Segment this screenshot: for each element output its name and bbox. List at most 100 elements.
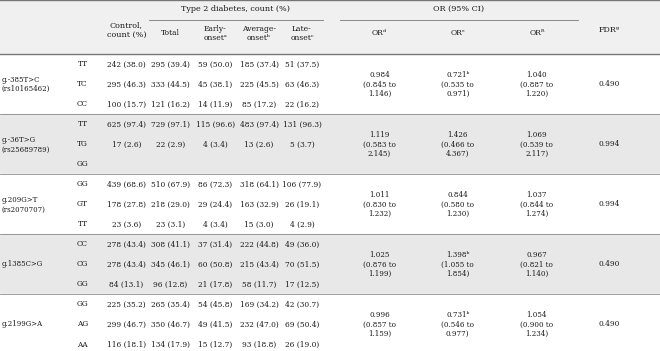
Text: 15 (12.7): 15 (12.7) bbox=[198, 340, 232, 349]
Text: CG: CG bbox=[77, 260, 88, 269]
Text: 318 (64.1): 318 (64.1) bbox=[240, 180, 279, 188]
Text: 1.025
(0.876 to
1.199): 1.025 (0.876 to 1.199) bbox=[363, 251, 396, 278]
Text: 22 (2.9): 22 (2.9) bbox=[156, 140, 185, 148]
Text: 42 (30.7): 42 (30.7) bbox=[285, 300, 319, 309]
Text: 121 (16.2): 121 (16.2) bbox=[151, 100, 190, 108]
Text: g.2199G>A: g.2199G>A bbox=[2, 320, 43, 329]
Text: 0.490: 0.490 bbox=[598, 320, 620, 329]
Text: 17 (2.6): 17 (2.6) bbox=[112, 140, 141, 148]
Text: ORᵈ: ORᵈ bbox=[372, 29, 387, 37]
Text: 295 (39.4): 295 (39.4) bbox=[151, 60, 190, 68]
Text: 1.011
(0.830 to
1.232): 1.011 (0.830 to 1.232) bbox=[363, 191, 396, 218]
Text: 185 (37.4): 185 (37.4) bbox=[240, 60, 279, 68]
Text: 0.996
(0.857 to
1.159): 0.996 (0.857 to 1.159) bbox=[363, 311, 396, 338]
Text: 1.054
(0.900 to
1.234): 1.054 (0.900 to 1.234) bbox=[520, 311, 554, 338]
Text: 4 (2.9): 4 (2.9) bbox=[290, 220, 314, 229]
Bar bbox=[0, 174, 660, 234]
Text: g.-385T>C
(rs10165462): g.-385T>C (rs10165462) bbox=[2, 75, 50, 93]
Text: TT: TT bbox=[77, 60, 88, 68]
Text: GG: GG bbox=[77, 180, 88, 188]
Bar bbox=[0, 294, 660, 351]
Text: 439 (68.6): 439 (68.6) bbox=[107, 180, 146, 188]
Text: 0.844
(0.580 to
1.230): 0.844 (0.580 to 1.230) bbox=[441, 191, 474, 218]
Text: 265 (35.4): 265 (35.4) bbox=[151, 300, 190, 309]
Text: 225 (35.2): 225 (35.2) bbox=[107, 300, 146, 309]
Text: 1.040
(0.887 to
1.220): 1.040 (0.887 to 1.220) bbox=[520, 71, 554, 98]
Text: 22 (16.2): 22 (16.2) bbox=[285, 100, 319, 108]
Text: TT: TT bbox=[77, 120, 88, 128]
Text: TT: TT bbox=[77, 220, 88, 229]
Text: 299 (46.7): 299 (46.7) bbox=[107, 320, 146, 329]
Text: CC: CC bbox=[77, 100, 88, 108]
Text: 0.721ᵇ
(0.535 to
0.971): 0.721ᵇ (0.535 to 0.971) bbox=[442, 71, 474, 98]
Text: 0.994: 0.994 bbox=[598, 200, 620, 208]
Text: 96 (12.8): 96 (12.8) bbox=[154, 280, 187, 289]
Text: 5 (3.7): 5 (3.7) bbox=[290, 140, 314, 148]
Text: 295 (46.3): 295 (46.3) bbox=[107, 80, 146, 88]
Text: 350 (46.7): 350 (46.7) bbox=[151, 320, 190, 329]
Text: 21 (17.8): 21 (17.8) bbox=[198, 280, 232, 289]
Text: AA: AA bbox=[77, 340, 88, 349]
Text: 1.426
(0.466 to
4.367): 1.426 (0.466 to 4.367) bbox=[441, 131, 475, 158]
Text: 0.984
(0.845 to
1.146): 0.984 (0.845 to 1.146) bbox=[363, 71, 396, 98]
Text: 69 (50.4): 69 (50.4) bbox=[284, 320, 319, 329]
Text: 23 (3.6): 23 (3.6) bbox=[112, 220, 141, 229]
Text: Late-
onsetᶜ: Late- onsetᶜ bbox=[290, 25, 313, 42]
Text: 222 (44.8): 222 (44.8) bbox=[240, 240, 279, 249]
Text: 0.994: 0.994 bbox=[598, 140, 620, 148]
Text: OR (95% CI): OR (95% CI) bbox=[433, 5, 484, 13]
Text: 58 (11.7): 58 (11.7) bbox=[242, 280, 277, 289]
Text: TC: TC bbox=[77, 80, 88, 88]
Text: GG: GG bbox=[77, 160, 88, 168]
Text: AG: AG bbox=[77, 320, 88, 329]
Text: GG: GG bbox=[77, 280, 88, 289]
Text: 308 (41.1): 308 (41.1) bbox=[151, 240, 190, 249]
Text: 232 (47.0): 232 (47.0) bbox=[240, 320, 279, 329]
Text: 17 (12.5): 17 (12.5) bbox=[285, 280, 319, 289]
Text: 1.398ᵇ
(1.055 to
1.854): 1.398ᵇ (1.055 to 1.854) bbox=[442, 251, 474, 278]
Text: 278 (43.4): 278 (43.4) bbox=[107, 260, 146, 269]
Text: Early-
onsetᵃ: Early- onsetᵃ bbox=[203, 25, 227, 42]
Bar bbox=[0, 114, 660, 174]
Text: g.1385C>G: g.1385C>G bbox=[2, 260, 43, 269]
Text: 26 (19.1): 26 (19.1) bbox=[285, 200, 319, 208]
Text: 37 (31.4): 37 (31.4) bbox=[198, 240, 232, 249]
Bar bbox=[0, 54, 660, 114]
Text: 59 (50.0): 59 (50.0) bbox=[198, 60, 232, 68]
Text: g.-36T>G
(rs25689789): g.-36T>G (rs25689789) bbox=[2, 135, 50, 153]
Text: 29 (24.4): 29 (24.4) bbox=[198, 200, 232, 208]
Text: 218 (29.0): 218 (29.0) bbox=[151, 200, 190, 208]
Text: GG: GG bbox=[77, 300, 88, 309]
Text: 106 (77.9): 106 (77.9) bbox=[282, 180, 321, 188]
Text: 0.731ᵇ
(0.546 to
0.977): 0.731ᵇ (0.546 to 0.977) bbox=[441, 311, 474, 338]
Text: 85 (17.2): 85 (17.2) bbox=[242, 100, 276, 108]
Text: 1.069
(0.539 to
2.117): 1.069 (0.539 to 2.117) bbox=[521, 131, 553, 158]
Text: Total: Total bbox=[161, 29, 180, 37]
Text: 115 (96.6): 115 (96.6) bbox=[195, 120, 235, 128]
Text: CC: CC bbox=[77, 240, 88, 249]
Text: 60 (50.8): 60 (50.8) bbox=[198, 260, 232, 269]
Text: 100 (15.7): 100 (15.7) bbox=[107, 100, 146, 108]
Text: 510 (67.9): 510 (67.9) bbox=[151, 180, 190, 188]
Text: 86 (72.3): 86 (72.3) bbox=[198, 180, 232, 188]
Text: 14 (11.9): 14 (11.9) bbox=[198, 100, 232, 108]
Text: 54 (45.8): 54 (45.8) bbox=[198, 300, 232, 309]
Text: 1.037
(0.844 to
1.274): 1.037 (0.844 to 1.274) bbox=[520, 191, 554, 218]
Text: 15 (3.0): 15 (3.0) bbox=[244, 220, 274, 229]
Text: 70 (51.5): 70 (51.5) bbox=[284, 260, 319, 269]
Text: 215 (43.4): 215 (43.4) bbox=[240, 260, 279, 269]
Text: 483 (97.4): 483 (97.4) bbox=[240, 120, 279, 128]
Text: 0.490: 0.490 bbox=[598, 260, 620, 269]
Text: 4 (3.4): 4 (3.4) bbox=[203, 220, 228, 229]
Text: 23 (3.1): 23 (3.1) bbox=[156, 220, 185, 229]
Text: 63 (46.3): 63 (46.3) bbox=[285, 80, 319, 88]
Text: ORᴿ: ORᴿ bbox=[529, 29, 544, 37]
Bar bbox=[0, 234, 660, 294]
Text: 278 (43.4): 278 (43.4) bbox=[107, 240, 146, 249]
Text: Type 2 diabetes, count (%): Type 2 diabetes, count (%) bbox=[182, 5, 290, 13]
Text: 84 (13.1): 84 (13.1) bbox=[110, 280, 143, 289]
Text: 134 (17.9): 134 (17.9) bbox=[151, 340, 190, 349]
Text: GT: GT bbox=[77, 200, 88, 208]
Text: 13 (2.6): 13 (2.6) bbox=[244, 140, 274, 148]
Text: 625 (97.4): 625 (97.4) bbox=[107, 120, 146, 128]
